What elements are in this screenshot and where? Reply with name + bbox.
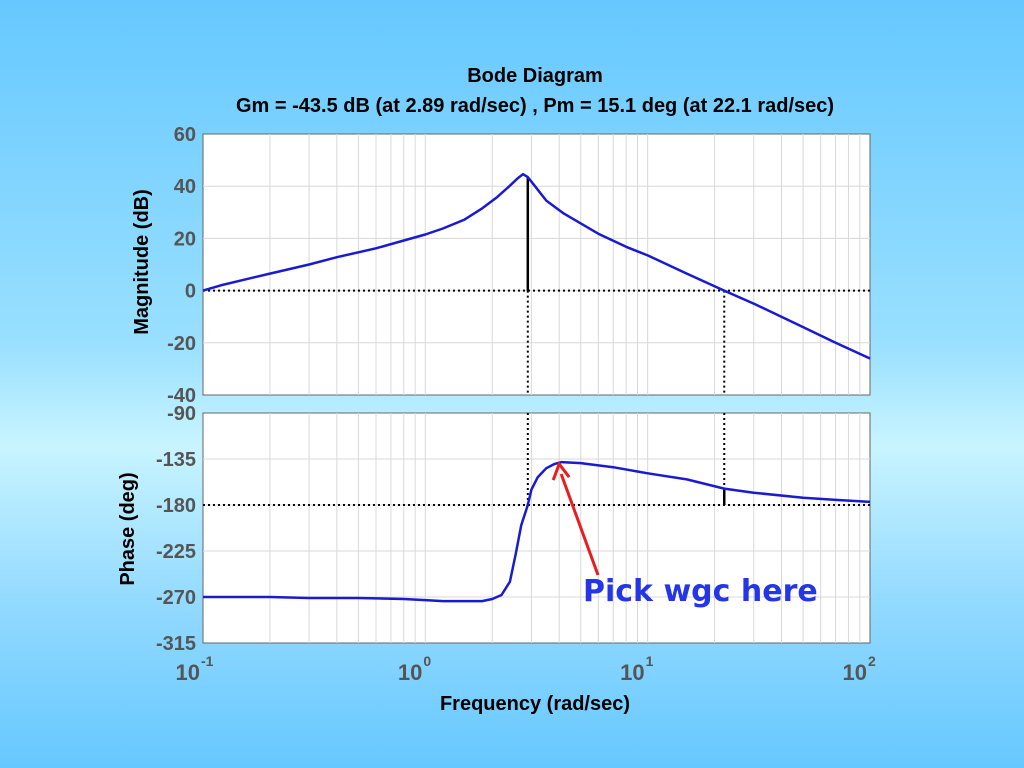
y-tick-labels: 60 40 20 0 -20 -40-90 -135 -180 -225 -270 -315 xyxy=(156,124,196,655)
phase-tick-label: -225 xyxy=(156,541,196,563)
magnitude-line xyxy=(202,172,871,360)
phase-plot-area xyxy=(202,412,871,644)
pick-wgc-annotation: Pick wgc here xyxy=(551,460,818,609)
magnitude-plot-area xyxy=(202,133,871,396)
annotation-arrow-head xyxy=(551,460,571,481)
phase-tick-label: -315 xyxy=(156,633,196,655)
x-tick-label-exponent: 2 xyxy=(868,653,876,669)
x-tick-labels: 10 -1 10 0 10 1 10 2 xyxy=(176,653,876,685)
phase-line xyxy=(203,460,871,603)
x-tick-label-exponent: 0 xyxy=(423,653,431,669)
x-tick-label-base: 10 xyxy=(620,660,644,685)
phase-margin-markers xyxy=(203,413,870,506)
x-tick-label-base: 10 xyxy=(843,660,867,685)
annotation-arrow-shaft xyxy=(559,473,600,576)
x-axis-label: Frequency (rad/sec) xyxy=(440,693,630,715)
phase-tick-label: -90 xyxy=(167,403,196,425)
magnitude-tick-label: 40 xyxy=(174,176,196,198)
magnitude-grid xyxy=(203,134,870,395)
magnitude-series xyxy=(202,172,871,360)
x-tick-label-base: 10 xyxy=(398,660,422,685)
magnitude-tick-label: -40 xyxy=(167,385,196,407)
chart-title: Bode Diagram xyxy=(467,65,603,87)
magnitude-axis-label: Magnitude (dB) xyxy=(131,189,153,335)
magnitude-tick-label: 60 xyxy=(174,124,196,146)
magnitude-tick-label: 0 xyxy=(185,281,196,303)
phase-series xyxy=(203,460,871,603)
phase-axis-label: Phase (deg) xyxy=(117,472,139,585)
magnitude-tick-label: -20 xyxy=(167,333,196,355)
x-tick-label-base: 10 xyxy=(176,660,200,685)
chart-subtitle: Gm = -43.5 dB (at 2.89 rad/sec) , Pm = 1… xyxy=(236,95,834,117)
magnitude-margin-markers xyxy=(203,177,870,395)
x-tick-label-exponent: -1 xyxy=(201,653,214,669)
phase-tick-label: -180 xyxy=(156,495,196,517)
annotation-text: Pick wgc here xyxy=(583,574,818,609)
magnitude-tick-label: 20 xyxy=(174,228,196,250)
x-tick-label-exponent: 1 xyxy=(646,653,654,669)
phase-tick-label: -270 xyxy=(156,587,196,609)
phase-tick-label: -135 xyxy=(156,449,196,471)
